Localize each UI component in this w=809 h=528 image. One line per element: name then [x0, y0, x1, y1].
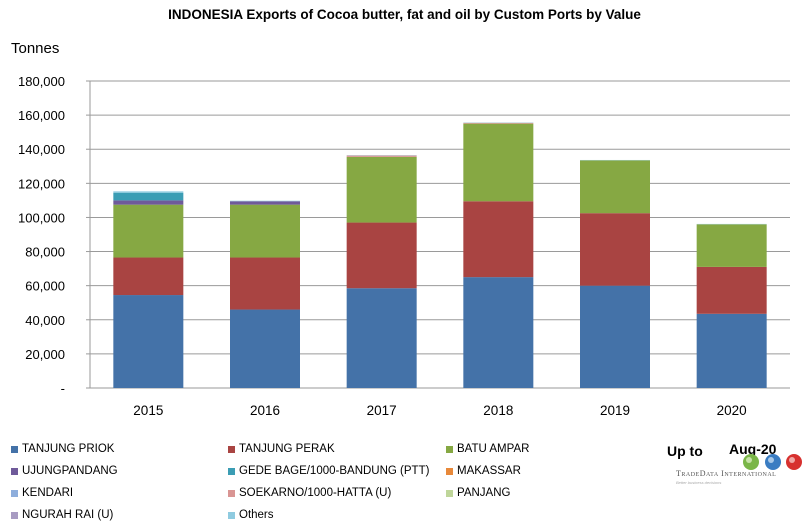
bar-segment: [463, 123, 534, 202]
bar-segment: [346, 288, 417, 388]
legend-swatch: [446, 489, 453, 497]
legend-item: SOEKARNO/1000-HATTA (U): [228, 487, 391, 499]
legend-label: TANJUNG PERAK: [239, 443, 335, 455]
legend-swatch: [228, 467, 235, 475]
period-note-label: Up to: [667, 443, 703, 459]
y-axis-label: Tonnes: [11, 40, 60, 57]
legend-swatch: [11, 467, 18, 475]
x-tick-label: 2019: [600, 403, 630, 418]
legend-item: UJUNGPANDANG: [11, 465, 118, 477]
legend-swatch: [446, 445, 453, 453]
legend-item: Others: [228, 509, 274, 521]
bar-segment: [230, 201, 300, 205]
bar-segment: [346, 156, 417, 223]
legend-label: PANJANG: [457, 487, 511, 499]
y-tick-label: 140,000: [18, 142, 65, 157]
y-tick-label: -: [61, 381, 65, 396]
bar-segment: [580, 160, 650, 214]
bar-segment: [230, 309, 300, 388]
legend-label: NGURAH RAI (U): [22, 509, 114, 521]
x-tick-label: 2016: [250, 403, 280, 418]
legend-item: BATU AMPAR: [446, 443, 529, 455]
legend-item: TANJUNG PRIOK: [11, 443, 114, 455]
y-tick-label: 60,000: [25, 279, 65, 294]
bar-segment: [113, 257, 184, 296]
legend-swatch: [228, 489, 235, 497]
bar-segment: [580, 285, 650, 388]
bar-segment: [113, 295, 184, 388]
y-tick-label: 80,000: [25, 245, 65, 260]
bar-segment: [113, 191, 184, 193]
legend-item: GEDE BAGE/1000-BANDUNG (PTT): [228, 465, 429, 477]
bar-segment: [463, 122, 534, 124]
x-tick-label: 2017: [367, 403, 397, 418]
y-tick-label: 120,000: [18, 176, 65, 191]
bar-segment: [230, 257, 300, 310]
y-tick-label: 20,000: [25, 347, 65, 362]
legend-label: GEDE BAGE/1000-BANDUNG (PTT): [239, 465, 430, 477]
legend-label: MAKASSAR: [457, 465, 521, 477]
y-tick-label: 100,000: [18, 210, 65, 225]
legend-swatch: [446, 467, 453, 475]
tradedata-logo-icon: [743, 454, 802, 470]
bar-segment: [696, 224, 767, 267]
legend-swatch: [11, 489, 18, 497]
legend-label: Others: [239, 509, 274, 521]
y-tick-label: 180,000: [18, 74, 65, 89]
chart-title: INDONESIA Exports of Cocoa butter, fat a…: [168, 7, 641, 22]
legend-label: TANJUNG PRIOK: [22, 443, 115, 455]
logo-subtext: Better business decisions: [676, 480, 722, 485]
bar-segment: [230, 204, 300, 258]
bar-segment: [696, 266, 767, 314]
bar-segment: [580, 213, 650, 286]
logo-text: TradeData International: [676, 469, 777, 478]
legend-label: KENDARI: [22, 487, 74, 499]
legend-label: UJUNGPANDANG: [22, 465, 118, 477]
y-tick-label: 160,000: [18, 108, 65, 123]
bar-segment: [463, 277, 534, 388]
bar-segment: [230, 200, 300, 202]
bar-segment: [696, 313, 767, 388]
legend-label: SOEKARNO/1000-HATTA (U): [239, 487, 392, 499]
legend-swatch: [11, 511, 18, 519]
bar-segment: [113, 200, 184, 205]
legend-item: PANJANG: [446, 487, 510, 499]
legend-swatch: [228, 511, 235, 519]
bar-segment: [346, 155, 417, 157]
x-tick-label: 2015: [133, 403, 163, 418]
legend-item: KENDARI: [11, 487, 73, 499]
x-tick-label: 2020: [717, 403, 747, 418]
legend-label: BATU AMPAR: [457, 443, 530, 455]
period-note-value: Aug-20: [729, 441, 777, 457]
legend-swatch: [228, 445, 235, 453]
y-tick-label: 40,000: [25, 313, 65, 328]
legend-item: TANJUNG PERAK: [228, 443, 335, 455]
legend-swatch: [11, 445, 18, 453]
x-tick-label: 2018: [483, 403, 513, 418]
legend-item: NGURAH RAI (U): [11, 509, 113, 521]
bar-segment: [463, 201, 534, 278]
bar-chart: - 20,000 40,000 60,000 80,000 100,000 120,000 1…: [18, 74, 790, 418]
bar-segment: [346, 222, 417, 289]
bar-segment: [113, 204, 184, 258]
legend-item: MAKASSAR: [446, 465, 521, 477]
bar-segment: [113, 192, 184, 201]
